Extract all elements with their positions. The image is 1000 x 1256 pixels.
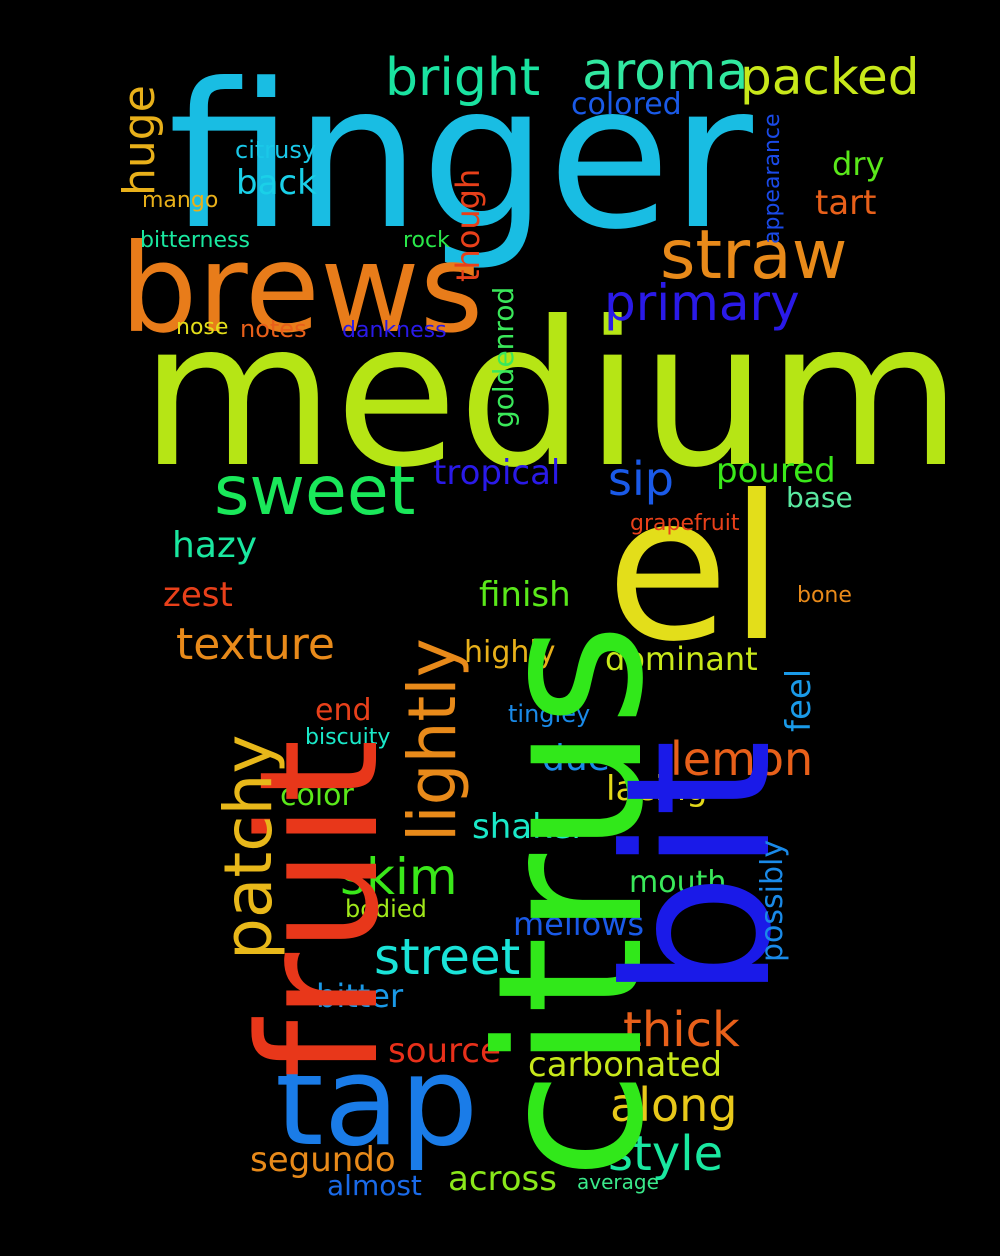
word-feel: feel	[779, 668, 819, 732]
word-color: color	[280, 778, 354, 813]
word-segundo: segundo	[250, 1140, 396, 1180]
word-shaker: shaker	[472, 807, 586, 847]
word-highly: highly	[464, 635, 556, 670]
word-though: though	[449, 168, 487, 282]
word-end: end	[315, 693, 372, 728]
word-lemon: lemon	[670, 732, 814, 786]
word-bitterness: bitterness	[140, 228, 250, 253]
word-finger: finger	[168, 41, 753, 274]
word-almost: almost	[327, 1169, 422, 1202]
word-skim: skim	[340, 848, 458, 906]
word-nose: nose	[176, 315, 229, 340]
word-poured: poured	[716, 451, 836, 491]
word-source: source	[388, 1031, 501, 1071]
word-finish: finish	[479, 575, 571, 615]
word-bitter: bitter	[316, 977, 404, 1015]
word-dankness: dankness	[342, 318, 447, 343]
word-huge: huge	[114, 85, 165, 196]
word-primary: primary	[604, 274, 800, 332]
word-lacing: lacing	[606, 769, 708, 809]
word-across: across	[448, 1159, 557, 1199]
word-carbonated: carbonated	[528, 1045, 723, 1085]
word-dry: dry	[832, 145, 885, 183]
word-back: back	[236, 163, 317, 203]
word-patchy: patchy	[210, 734, 287, 960]
word-base: base	[786, 481, 853, 514]
word-medium: medium	[140, 279, 962, 512]
word-brews: brews	[120, 218, 484, 360]
word-bright: bright	[385, 48, 541, 108]
word-notes: notes	[240, 315, 307, 343]
word-bone: bone	[797, 583, 852, 608]
word-tingley: tingley	[508, 700, 591, 728]
word-hazy: hazy	[172, 525, 258, 566]
word-tap: tap	[275, 1030, 479, 1174]
word-dominant: dominant	[605, 640, 758, 678]
word-mango: mango	[142, 188, 219, 213]
word-grapefruit: grapefruit	[630, 511, 740, 536]
word-goldenrod: goldenrod	[487, 286, 520, 428]
word-style: style	[608, 1126, 724, 1182]
word-rock: rock	[403, 228, 450, 253]
word-tart: tart	[815, 183, 877, 223]
word-along: along	[610, 1078, 738, 1132]
word-colored: colored	[571, 87, 682, 122]
word-mouth: mouth	[629, 865, 727, 900]
word-tropical: tropical	[433, 453, 561, 493]
word-mellows: mellows	[513, 905, 645, 943]
word-appearance: appearance	[760, 113, 785, 244]
word-sip: sip	[608, 452, 674, 506]
word-bodied: bodied	[345, 895, 427, 923]
word-citrusy: citrusy	[235, 136, 317, 164]
word-due: due	[542, 738, 610, 779]
word-street: street	[374, 928, 521, 986]
word-thick: thick	[623, 1002, 740, 1058]
word-possibly: possibly	[755, 839, 790, 962]
word-lightly: lightly	[394, 638, 471, 842]
word-sweet: sweet	[214, 452, 416, 531]
word-aroma: aroma	[582, 42, 749, 102]
word-straw: straw	[660, 216, 848, 295]
word-biscuity: biscuity	[305, 725, 391, 750]
word-el: el	[606, 453, 785, 686]
word-zest: zest	[163, 575, 233, 615]
word-average: average	[577, 1170, 659, 1194]
word-packed: packed	[740, 48, 920, 106]
word-texture: texture	[176, 619, 335, 670]
